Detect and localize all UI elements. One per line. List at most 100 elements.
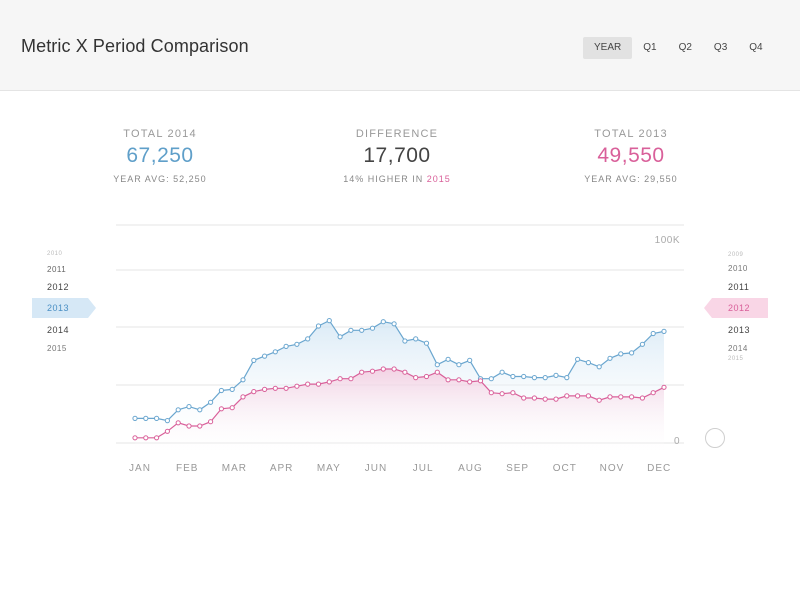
- series-point: [272, 349, 278, 355]
- comparison-area-chart: 100K 0 JAN FEB MAR APR MAY JUN JUL AUG SEP OCT NOV D…: [116, 224, 684, 474]
- series-point: [553, 372, 559, 378]
- left-year-2014[interactable]: 2014: [47, 325, 70, 335]
- series-point: [618, 351, 624, 357]
- series-point: [283, 343, 289, 349]
- x-tick-label: FEB: [176, 463, 198, 474]
- series-point: [337, 376, 343, 382]
- series-point: [639, 341, 646, 347]
- stat-value: 67,250: [126, 144, 194, 167]
- series-point: [413, 375, 419, 381]
- series-point: [272, 385, 278, 391]
- series-point: [164, 428, 170, 434]
- series-point: [456, 362, 462, 368]
- series-point: [262, 353, 268, 359]
- x-tick-label: NOV: [600, 463, 625, 474]
- series-point: [423, 340, 430, 346]
- comparison-toggle-knob[interactable]: [705, 428, 725, 448]
- stat-label: TOTAL 2014: [123, 128, 197, 140]
- series-point: [283, 385, 289, 391]
- series-point: [305, 381, 311, 387]
- series-point: [208, 419, 214, 425]
- series-point: [531, 395, 538, 401]
- stat-total-left: TOTAL 2014 67,250 YEAR AVG: 52,250: [70, 128, 250, 184]
- series-point: [326, 379, 332, 385]
- series-point: [413, 336, 419, 342]
- series-point: [575, 356, 581, 362]
- right-year-2010[interactable]: 2010: [728, 264, 748, 273]
- right-year-2014[interactable]: 2014: [728, 344, 748, 353]
- right-year-selected-marker: [704, 298, 768, 318]
- x-tick-label: JUL: [413, 463, 434, 474]
- left-year-2010[interactable]: 2010: [47, 251, 63, 257]
- series-point: [661, 328, 667, 335]
- series-point: [391, 321, 397, 327]
- series-point: [434, 362, 440, 368]
- series-point: [175, 420, 181, 426]
- series-point: [380, 319, 386, 325]
- tab-q1[interactable]: Q1: [643, 42, 657, 53]
- right-year-2013[interactable]: 2013: [728, 325, 751, 335]
- chart-areas: [135, 320, 664, 455]
- series-point: [164, 418, 170, 424]
- tab-q2[interactable]: Q2: [678, 42, 692, 53]
- series-point: [154, 415, 160, 421]
- right-year-2011[interactable]: 2011: [728, 282, 750, 292]
- series-point: [531, 375, 538, 381]
- left-year-selected-marker: [32, 298, 96, 318]
- y-tick-label: 100K: [655, 235, 680, 246]
- series-point: [262, 386, 268, 392]
- y-tick-label: 0: [674, 436, 680, 447]
- tab-q4[interactable]: Q4: [749, 42, 763, 53]
- series-point: [337, 334, 343, 340]
- series-point: [510, 373, 516, 380]
- left-year-picker[interactable]: 2010 2011 2012 2013 2014 2015: [47, 245, 87, 365]
- series-point: [629, 350, 635, 356]
- series-point: [240, 377, 246, 383]
- series-point: [380, 366, 386, 372]
- series-point: [229, 386, 235, 392]
- left-year-2015[interactable]: 2015: [47, 344, 67, 353]
- right-year-2015[interactable]: 2015: [728, 356, 744, 362]
- stat-sub: YEAR AVG: 52,250: [113, 174, 207, 184]
- series-point: [553, 396, 559, 402]
- series-point: [434, 369, 440, 375]
- series-point: [629, 394, 635, 400]
- stat-sub-year: 2015: [426, 174, 451, 184]
- x-tick-label: SEP: [506, 463, 529, 474]
- right-year-2012-selected[interactable]: 2012: [728, 303, 751, 313]
- series-point: [251, 357, 257, 363]
- stat-sub-prefix: 14% HIGHER IN: [343, 174, 427, 184]
- series-point: [348, 376, 354, 382]
- series-point: [607, 394, 613, 400]
- series-point: [369, 325, 376, 331]
- series-point: [510, 390, 516, 396]
- left-year-2013-selected[interactable]: 2013: [47, 303, 70, 313]
- series-point: [661, 384, 667, 390]
- series-point: [294, 383, 300, 389]
- series-point: [391, 366, 397, 372]
- right-year-2009[interactable]: 2009: [728, 252, 744, 258]
- series-point: [521, 395, 527, 401]
- x-tick-label: AUG: [458, 463, 483, 474]
- left-year-2012[interactable]: 2012: [47, 282, 70, 292]
- series-point: [240, 394, 246, 400]
- series-point: [467, 357, 473, 363]
- stat-sub: YEAR AVG: 29,550: [584, 174, 678, 184]
- series-point: [315, 323, 322, 329]
- left-year-2011[interactable]: 2011: [47, 265, 67, 274]
- chart-points: [132, 318, 667, 441]
- stat-label: DIFFERENCE: [355, 128, 439, 140]
- series-point: [251, 389, 257, 395]
- series-point: [315, 381, 322, 387]
- x-tick-label: MAR: [222, 463, 247, 474]
- series-point: [564, 393, 570, 399]
- tab-q3[interactable]: Q3: [713, 42, 728, 53]
- x-tick-label: JAN: [129, 463, 151, 474]
- x-tick-label: JUN: [365, 463, 387, 474]
- tab-year[interactable]: YEAR: [583, 37, 633, 59]
- right-year-picker[interactable]: 2009 2010 2011 2012 2013 2014 2015: [728, 250, 768, 370]
- series-point: [456, 377, 462, 383]
- x-tick-label: MAY: [317, 463, 341, 474]
- x-tick-label: DEC: [647, 463, 671, 474]
- series-point: [607, 355, 613, 361]
